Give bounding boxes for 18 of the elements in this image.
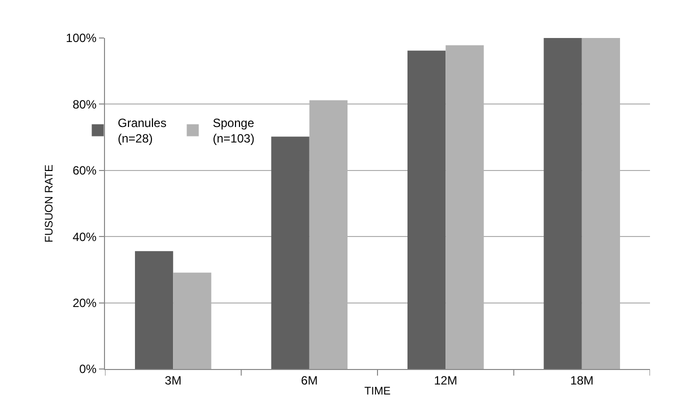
x-axis-title: TIME xyxy=(364,386,391,398)
bar xyxy=(544,38,582,369)
y-axis-title: FUSUON RATE xyxy=(44,164,56,243)
y-tick-label: 80% xyxy=(72,97,97,112)
y-tick-label: 20% xyxy=(72,296,97,310)
y-tick-label: 0% xyxy=(79,362,97,376)
x-tick-label: 18M xyxy=(570,373,594,388)
bar xyxy=(271,136,310,369)
legend-label: Granules (n=28) xyxy=(118,116,166,146)
x-tick-label: 6M xyxy=(301,373,318,388)
x-tick-label: 12M xyxy=(434,373,458,388)
legend-label: Sponge (n=103) xyxy=(212,116,254,146)
bar xyxy=(134,251,174,369)
bar xyxy=(407,50,446,369)
y-tick-label: 100% xyxy=(66,31,97,46)
x-tick-label: 3M xyxy=(164,373,182,388)
y-tick-label: 40% xyxy=(72,230,97,244)
y-tick-label: 60% xyxy=(72,164,97,178)
